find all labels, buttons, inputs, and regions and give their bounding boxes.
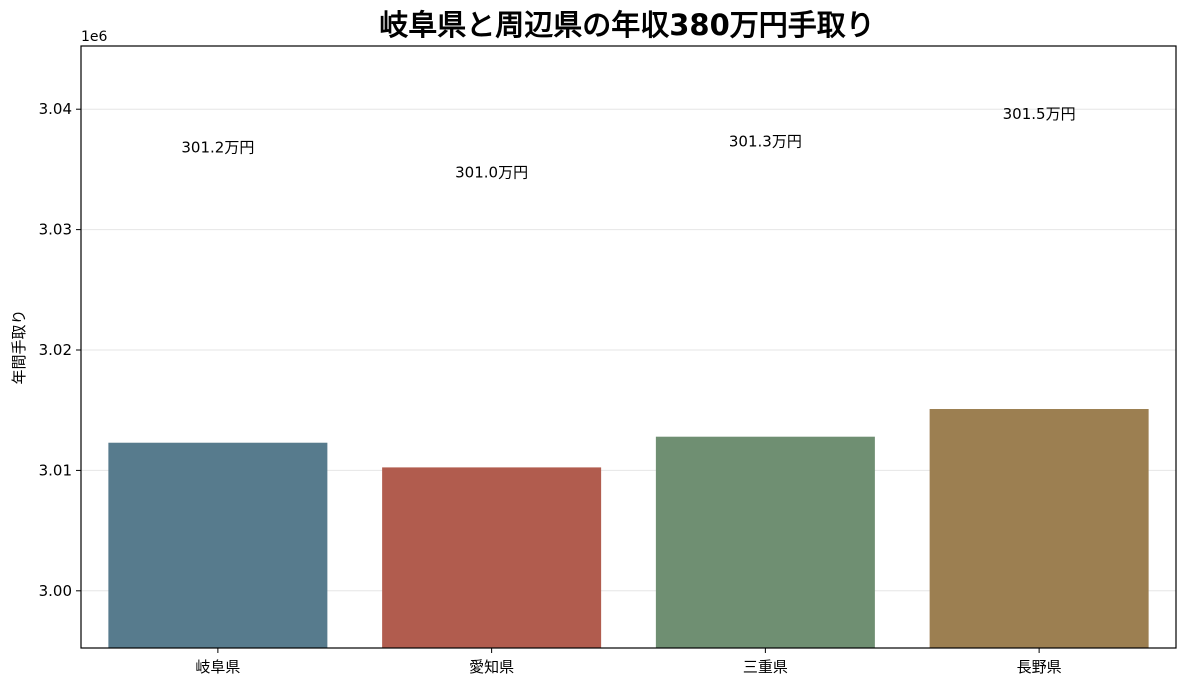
x-tick-label: 長野県	[1017, 658, 1062, 676]
y-tick-label: 3.04	[39, 100, 72, 118]
data-label: 301.0万円	[455, 163, 528, 181]
x-tick-label: 岐阜県	[195, 658, 240, 676]
data-label: 301.3万円	[729, 133, 802, 151]
bar	[929, 409, 1149, 648]
data-label: 301.5万円	[1003, 105, 1076, 123]
x-tick-label: 愛知県	[469, 658, 514, 676]
plot-frame	[80, 45, 1177, 649]
bar	[655, 436, 875, 648]
y-tick-label: 3.03	[39, 221, 72, 239]
y-tick-label: 3.02	[39, 341, 72, 359]
data-label: 301.2万円	[181, 139, 254, 157]
bar	[382, 467, 602, 648]
bar	[108, 442, 328, 648]
y-tick-label: 3.01	[39, 461, 72, 479]
bars	[108, 409, 1149, 648]
y-axis-offset-label: 1e6	[81, 29, 108, 45]
y-axis-ticks: 3.00 3.01 3.02 3.03 3.04	[39, 100, 81, 600]
y-tick-label: 3.00	[39, 582, 72, 600]
x-tick-label: 三重県	[743, 658, 788, 676]
chart-title: 岐阜県と周辺県の年収380万円手取り	[379, 8, 875, 42]
y-axis-label: 年間手取り	[10, 309, 28, 384]
x-axis-ticks: 岐阜県 愛知県 三重県 長野県	[195, 648, 1062, 676]
data-labels: 301.2万円 301.0万円 301.3万円 301.5万円	[181, 105, 1075, 181]
